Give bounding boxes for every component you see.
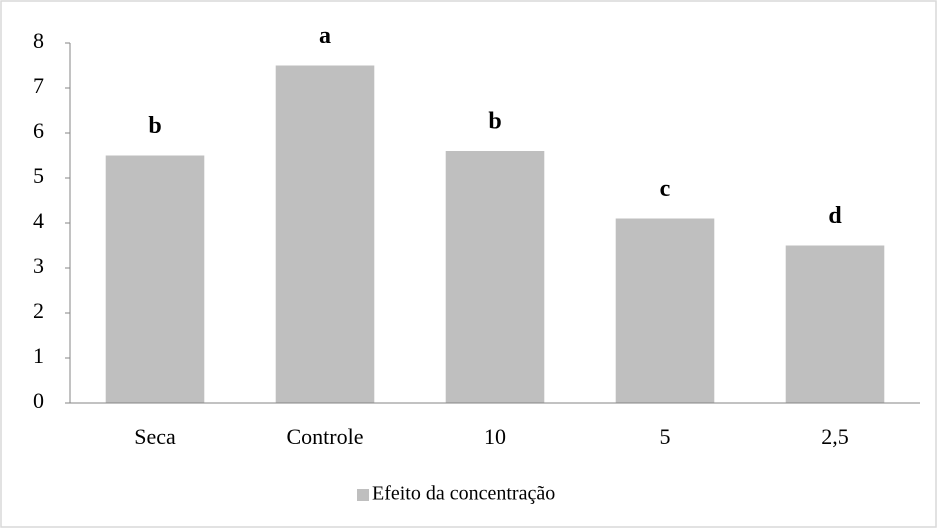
legend-swatch xyxy=(357,489,369,501)
annotation: a xyxy=(319,23,331,49)
annotation: b xyxy=(488,109,501,135)
y-tick-label: 0 xyxy=(33,388,44,413)
bar xyxy=(445,151,545,403)
y-tick-label: 4 xyxy=(33,208,44,233)
bar xyxy=(785,245,885,403)
x-tick-label: 5 xyxy=(660,424,671,449)
y-tick-label: 7 xyxy=(33,73,44,98)
x-tick-label: Seca xyxy=(134,424,176,449)
bar xyxy=(275,65,375,403)
x-tick-label: 10 xyxy=(484,424,506,449)
annotation: d xyxy=(828,203,842,229)
y-tick-label: 5 xyxy=(33,163,44,188)
y-tick-label: 2 xyxy=(33,298,44,323)
bar xyxy=(615,218,715,403)
y-tick-label: 8 xyxy=(33,28,44,53)
bar xyxy=(105,155,205,403)
annotation: c xyxy=(660,176,671,202)
annotation: b xyxy=(148,113,161,139)
x-tick-label: Controle xyxy=(287,424,364,449)
y-tick-label: 6 xyxy=(33,118,44,143)
y-tick-label: 3 xyxy=(33,253,44,278)
legend-label: Efeito da concentração xyxy=(372,483,555,505)
x-tick-label: 2,5 xyxy=(821,424,849,449)
y-tick-label: 1 xyxy=(33,343,44,368)
